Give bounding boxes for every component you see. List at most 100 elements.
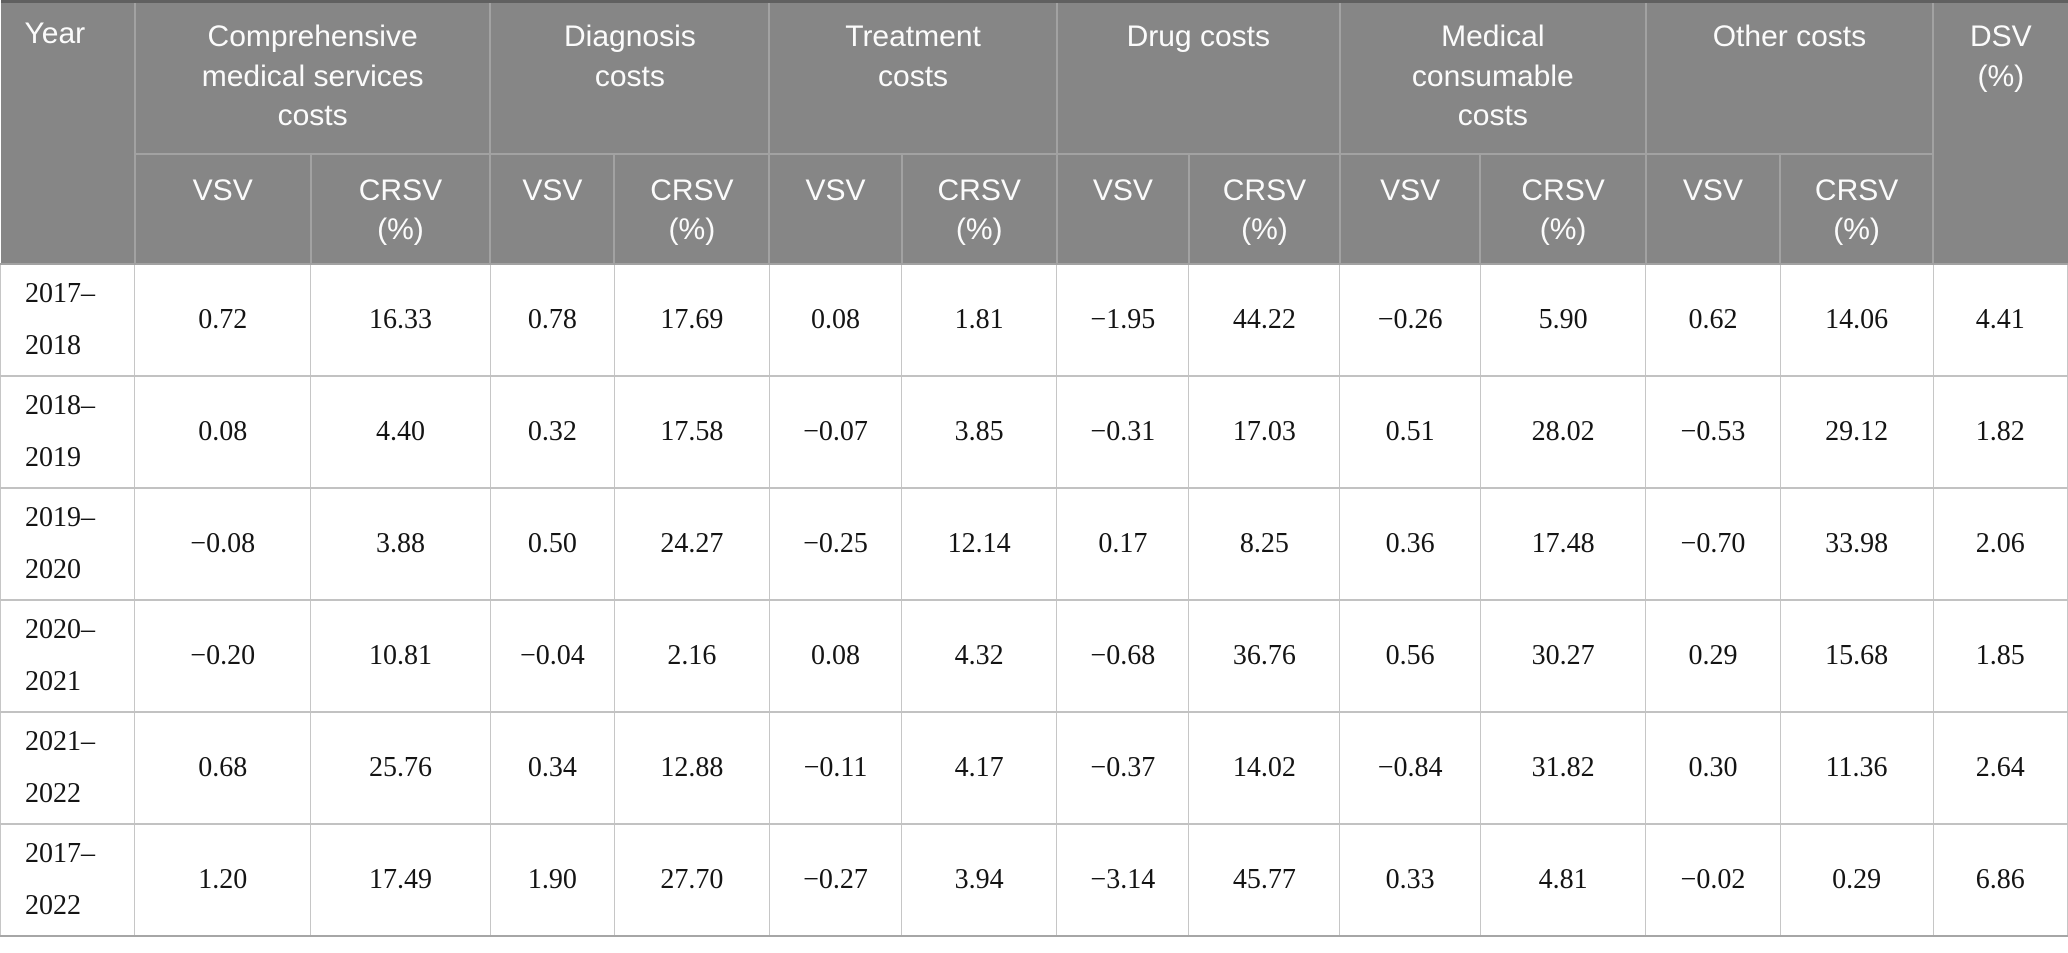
value-cell: 2.64 [1932, 710, 2068, 825]
sub-header-vsv: VSV [489, 152, 616, 265]
value-cell: 0.78 [489, 262, 615, 377]
group-header-drug: Drug costs [1055, 0, 1341, 155]
value-cell: 0.72 [134, 262, 312, 377]
table-header: Year Comprehensive medical services cost… [0, 0, 2068, 265]
value-cell: 6.86 [1932, 822, 2068, 937]
value-cell: 3.85 [901, 374, 1058, 489]
value-cell: 0.17 [1056, 486, 1190, 601]
row-year-cell: 2017– 2018 [0, 262, 136, 377]
table-row: 2017– 2022 1.20 17.49 1.90 27.70 −0.27 3.94 −3.… [0, 822, 2068, 937]
value-cell: 3.88 [310, 486, 491, 601]
value-cell: −0.84 [1339, 710, 1481, 825]
year-column-header: Year [0, 0, 136, 265]
table-row: 2021– 2022 0.68 25.76 0.34 12.88 −0.11 4.17 −0.… [0, 710, 2068, 825]
sub-header-crsv: CRSV (%) [613, 152, 771, 265]
value-cell: 8.25 [1188, 486, 1341, 601]
value-cell: 29.12 [1779, 374, 1934, 489]
value-cell: −0.37 [1056, 710, 1190, 825]
value-cell: 25.76 [310, 710, 491, 825]
sub-header-vsv: VSV [1644, 152, 1782, 265]
sub-header-vsv: VSV [768, 152, 903, 265]
value-cell: 0.36 [1339, 486, 1481, 601]
value-cell: 3.94 [901, 822, 1058, 937]
value-cell: 30.27 [1479, 598, 1647, 713]
value-cell: 4.32 [901, 598, 1058, 713]
sub-header-crsv: CRSV (%) [1479, 152, 1647, 265]
value-cell: 0.33 [1339, 822, 1481, 937]
header-group-row: Year Comprehensive medical services cost… [0, 0, 2068, 265]
value-cell: 17.03 [1188, 374, 1341, 489]
value-cell: 1.81 [901, 262, 1058, 377]
row-year-cell: 2018– 2019 [0, 374, 136, 489]
value-cell: 0.68 [134, 710, 312, 825]
sub-header-crsv: CRSV (%) [1187, 152, 1341, 265]
value-cell: 12.14 [901, 486, 1058, 601]
value-cell: 33.98 [1779, 486, 1934, 601]
value-cell: 4.41 [1932, 262, 2068, 377]
value-cell: −0.11 [768, 710, 903, 825]
value-cell: −0.68 [1056, 598, 1190, 713]
value-cell: 16.33 [310, 262, 491, 377]
value-cell: 0.62 [1645, 262, 1781, 377]
group-header-comprehensive: Comprehensive medical services costs [133, 0, 492, 155]
value-cell: 28.02 [1479, 374, 1647, 489]
value-cell: 4.40 [310, 374, 491, 489]
group-header-treatment: Treatment costs [768, 0, 1058, 155]
group-header-other: Other costs [1644, 0, 1935, 155]
value-cell: 31.82 [1479, 710, 1647, 825]
value-cell: −0.02 [1645, 822, 1781, 937]
value-cell: −3.14 [1056, 822, 1190, 937]
value-cell: 0.30 [1645, 710, 1781, 825]
value-cell: −0.07 [768, 374, 903, 489]
value-cell: 2.06 [1932, 486, 2068, 601]
value-cell: 4.17 [901, 710, 1058, 825]
value-cell: 12.88 [613, 710, 770, 825]
value-cell: −0.31 [1056, 374, 1190, 489]
value-cell: 17.58 [613, 374, 770, 489]
table-row: 2018– 2019 0.08 4.40 0.32 17.58 −0.07 3.85 −0.3… [0, 374, 2068, 489]
sub-header-vsv: VSV [1338, 152, 1482, 265]
value-cell: 36.76 [1188, 598, 1341, 713]
value-cell: 1.85 [1932, 598, 2068, 713]
header-sub-row: VSV CRSV (%) VSV CRSV (%) VSV CRSV (%) V… [1, 152, 2068, 265]
value-cell: 17.49 [310, 822, 491, 937]
value-cell: 44.22 [1188, 262, 1341, 377]
value-cell: 0.08 [134, 374, 312, 489]
row-year-cell: 2021– 2022 [0, 710, 136, 825]
sub-header-crsv: CRSV (%) [900, 152, 1058, 265]
value-cell: −0.70 [1645, 486, 1781, 601]
value-cell: 14.06 [1779, 262, 1934, 377]
value-cell: −1.95 [1056, 262, 1190, 377]
value-cell: 0.29 [1645, 598, 1781, 713]
value-cell: 1.82 [1932, 374, 2068, 489]
value-cell: 17.48 [1479, 486, 1647, 601]
table-row: 2017– 2018 0.72 16.33 0.78 17.69 0.08 1.81 −1.9… [0, 262, 2068, 377]
value-cell: 27.70 [613, 822, 770, 937]
value-cell: 0.34 [489, 710, 615, 825]
value-cell: 15.68 [1779, 598, 1934, 713]
sub-header-crsv: CRSV (%) [309, 152, 492, 265]
value-cell: −0.08 [134, 486, 312, 601]
value-cell: 4.81 [1479, 822, 1647, 937]
value-cell: −0.04 [489, 598, 615, 713]
value-cell: 10.81 [310, 598, 491, 713]
dsv-column-header: DSV (%) [1932, 0, 2068, 265]
value-cell: 5.90 [1479, 262, 1647, 377]
group-header-diagnosis: Diagnosis costs [489, 0, 771, 155]
sub-header-vsv: VSV [134, 152, 312, 265]
group-header-medical-consumable: Medical consumable costs [1338, 0, 1647, 155]
value-cell: 17.69 [613, 262, 770, 377]
table-body: 2017– 2018 0.72 16.33 0.78 17.69 0.08 1.81 −1.9… [0, 262, 2068, 937]
value-cell: 0.32 [489, 374, 615, 489]
table-row: 2020– 2021 −0.20 10.81 −0.04 2.16 0.08 4.32 −0.… [0, 598, 2068, 713]
value-cell: 0.56 [1339, 598, 1481, 713]
value-cell: −0.27 [768, 822, 903, 937]
value-cell: 11.36 [1779, 710, 1934, 825]
value-cell: 0.50 [489, 486, 615, 601]
value-cell: 2.16 [613, 598, 770, 713]
value-cell: 45.77 [1188, 822, 1341, 937]
value-cell: 24.27 [613, 486, 770, 601]
row-year-cell: 2020– 2021 [0, 598, 136, 713]
value-cell: 1.20 [134, 822, 312, 937]
